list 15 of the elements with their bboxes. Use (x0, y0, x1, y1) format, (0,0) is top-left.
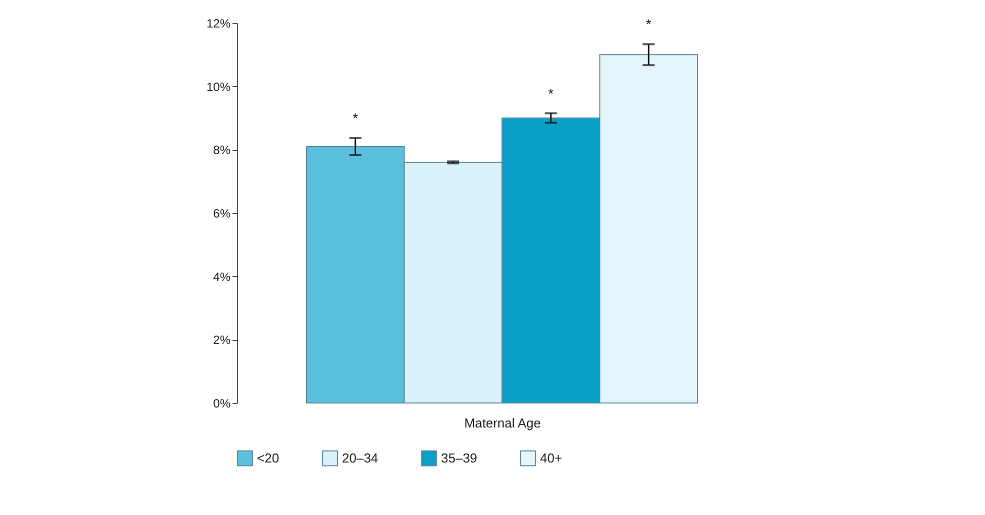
data-label: * (352, 110, 359, 126)
x-axis-title: Maternal Age (464, 416, 541, 430)
y-tick-label: 10% (206, 80, 231, 94)
legend-label: 40+ (540, 450, 562, 466)
data-label: * (548, 85, 554, 102)
y-tick-label: 12% (206, 16, 231, 30)
legend-label: <20 (257, 450, 280, 466)
y-tick-label: 4% (213, 270, 231, 284)
legend-label: 35–39 (441, 450, 478, 466)
y-tick-label: 8% (213, 143, 231, 158)
y-tick-label: 0% (213, 396, 231, 410)
y-tick-label: 2% (213, 333, 231, 348)
legend-label: 20–34 (342, 450, 378, 466)
y-tick-label: 6% (213, 206, 231, 220)
data-label: * (646, 16, 652, 32)
